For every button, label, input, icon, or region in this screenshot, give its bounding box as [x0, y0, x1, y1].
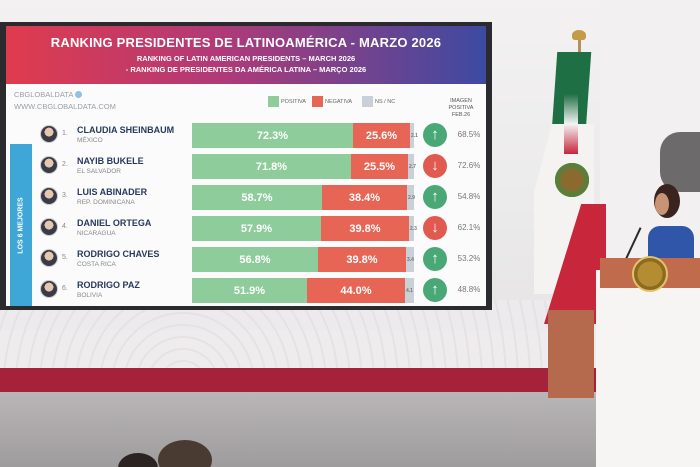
ns-segment: 4.1 [405, 278, 414, 303]
flag-stand [548, 310, 594, 398]
previous-positive: 72.6% [457, 161, 481, 170]
approval-bar: 72.3% 25.6% 2.1 [192, 123, 418, 148]
positive-segment: 57.9% [192, 216, 321, 241]
flag-ribbon [564, 94, 578, 154]
floor [0, 392, 700, 467]
audience-head [158, 440, 212, 467]
president-country: MÉXICO [77, 137, 103, 144]
legend-ns-nc: NS / NC [362, 96, 395, 107]
approval-bar: 58.7% 38.4% 2.9 [192, 185, 415, 210]
national-seal-icon [632, 256, 668, 292]
president-avatar [40, 280, 58, 298]
legend-positive: POSITIVA [268, 96, 306, 107]
negative-segment: 39.8% [321, 216, 409, 241]
globe-icon [75, 91, 83, 98]
approval-bar: 71.8% 25.5% 2.7 [192, 154, 416, 179]
president-avatar [40, 156, 58, 174]
rank-number: 4. [62, 223, 68, 230]
arrow-up-icon: ↑ [423, 247, 447, 271]
legend-negative: NEGATIVA [312, 96, 352, 107]
slide: RANKING PRESIDENTES DE LATINOAMÉRICA - M… [6, 26, 486, 306]
previous-positive: 48.8% [457, 285, 481, 294]
approval-bar: 56.8% 39.8% 3.4 [192, 247, 414, 272]
arrow-down-icon: ↓ [423, 216, 447, 240]
slide-title: RANKING PRESIDENTES DE LATINOAMÉRICA - M… [50, 35, 442, 50]
arrow-up-icon: ↑ [423, 185, 447, 209]
brand-logo: CBGLOBALDATA [14, 90, 83, 99]
rank-number: 5. [62, 254, 68, 261]
president-country: COSTA RICA [77, 261, 116, 268]
audience-head [118, 453, 158, 467]
positive-segment: 72.3% [192, 123, 353, 148]
president-name: CLAUDIA SHEINBAUM [77, 125, 175, 135]
president-country: REP. DOMINICANA [77, 199, 135, 206]
ns-segment: 2.3 [409, 216, 417, 241]
positive-segment: 71.8% [192, 154, 351, 179]
side-tab: LOS 6 MEJORES [10, 144, 32, 306]
negative-segment: 44.0% [307, 278, 405, 303]
wall-pattern [0, 300, 610, 370]
coat-of-arms-icon [552, 160, 592, 200]
previous-positive: 53.2% [457, 254, 481, 263]
ranking-row: 4. DANIEL ORTEGA NICARAGUA 57.9% 39.8% 2.3 ↓ 62… [34, 215, 486, 242]
president-name: RODRIGO CHAVES [77, 249, 160, 259]
speaker-face [655, 193, 669, 215]
positive-segment: 58.7% [192, 185, 322, 210]
slide-banner: RANKING PRESIDENTES DE LATINOAMÉRICA - M… [6, 26, 486, 84]
ranking-row: 2. NAYIB BUKELE EL SALVADOR 71.8% 25.5% 2.7 ↓ 7… [34, 153, 486, 180]
previous-positive: 54.8% [457, 192, 481, 201]
slide-subtitle-pt: - RANKING DE PRESIDENTES DA AMÉRICA LATI… [125, 65, 367, 74]
rank-number: 6. [62, 285, 68, 292]
previous-positive: 68.5% [457, 130, 481, 139]
president-avatar [40, 218, 58, 236]
flag-finial [572, 30, 586, 40]
president-avatar [40, 187, 58, 205]
ranking-row: 6. RODRIGO PAZ BOLIVIA 51.9% 44.0% 4.1 ↑ 48.8% [34, 277, 486, 304]
arrow-down-icon: ↓ [423, 154, 447, 178]
ranking-row: 1. CLAUDIA SHEINBAUM MÉXICO 72.3% 25.6% 2.1 ↑ 6… [34, 122, 486, 149]
president-avatar [40, 249, 58, 267]
ns-segment: 2.7 [408, 154, 416, 179]
president-name: NAYIB BUKELE [77, 156, 144, 166]
president-name: DANIEL ORTEGA [77, 218, 152, 228]
ranking-row: 5. RODRIGO CHAVES COSTA RICA 56.8% 39.8% 3.4 ↑… [34, 246, 486, 273]
negative-segment: 25.6% [353, 123, 410, 148]
president-avatar [40, 125, 58, 143]
arrow-up-icon: ↑ [423, 278, 447, 302]
background-object [660, 132, 700, 192]
positive-segment: 56.8% [192, 247, 318, 272]
president-country: BOLIVIA [77, 292, 103, 299]
ns-segment: 2.9 [407, 185, 415, 210]
approval-bar: 57.9% 39.8% 2.3 [192, 216, 417, 241]
negative-segment: 25.5% [351, 154, 408, 179]
mexican-flag [534, 44, 608, 324]
negative-segment: 39.8% [318, 247, 406, 272]
presentation-screen: RANKING PRESIDENTES DE LATINOAMÉRICA - M… [0, 22, 492, 310]
negative-segment: 38.4% [322, 185, 407, 210]
arrow-up-icon: ↑ [423, 123, 447, 147]
podium [596, 270, 700, 467]
slide-subtitle-en: RANKING OF LATIN AMERICAN PRESIDENTS – M… [136, 54, 356, 63]
rank-number: 3. [62, 192, 68, 199]
president-country: NICARAGUA [77, 230, 116, 237]
rank-number: 1. [62, 130, 68, 137]
previous-positive: 62.1% [457, 223, 481, 232]
brand-url: WWW.CBGLOBALDATA.COM [14, 102, 116, 111]
stage-band [0, 368, 610, 392]
image-positive-header: IMAGEN POSITIVA FEB.26 [448, 98, 474, 118]
rank-number: 2. [62, 161, 68, 168]
positive-segment: 51.9% [192, 278, 307, 303]
president-name: RODRIGO PAZ [77, 280, 140, 290]
approval-bar: 51.9% 44.0% 4.1 [192, 278, 414, 303]
ranking-row: 3. LUIS ABINADER REP. DOMINICANA 58.7% 38.4%… [34, 184, 486, 211]
president-country: EL SALVADOR [77, 168, 121, 175]
ns-segment: 3.4 [406, 247, 414, 272]
president-name: LUIS ABINADER [77, 187, 148, 197]
ns-segment: 2.1 [410, 123, 418, 148]
